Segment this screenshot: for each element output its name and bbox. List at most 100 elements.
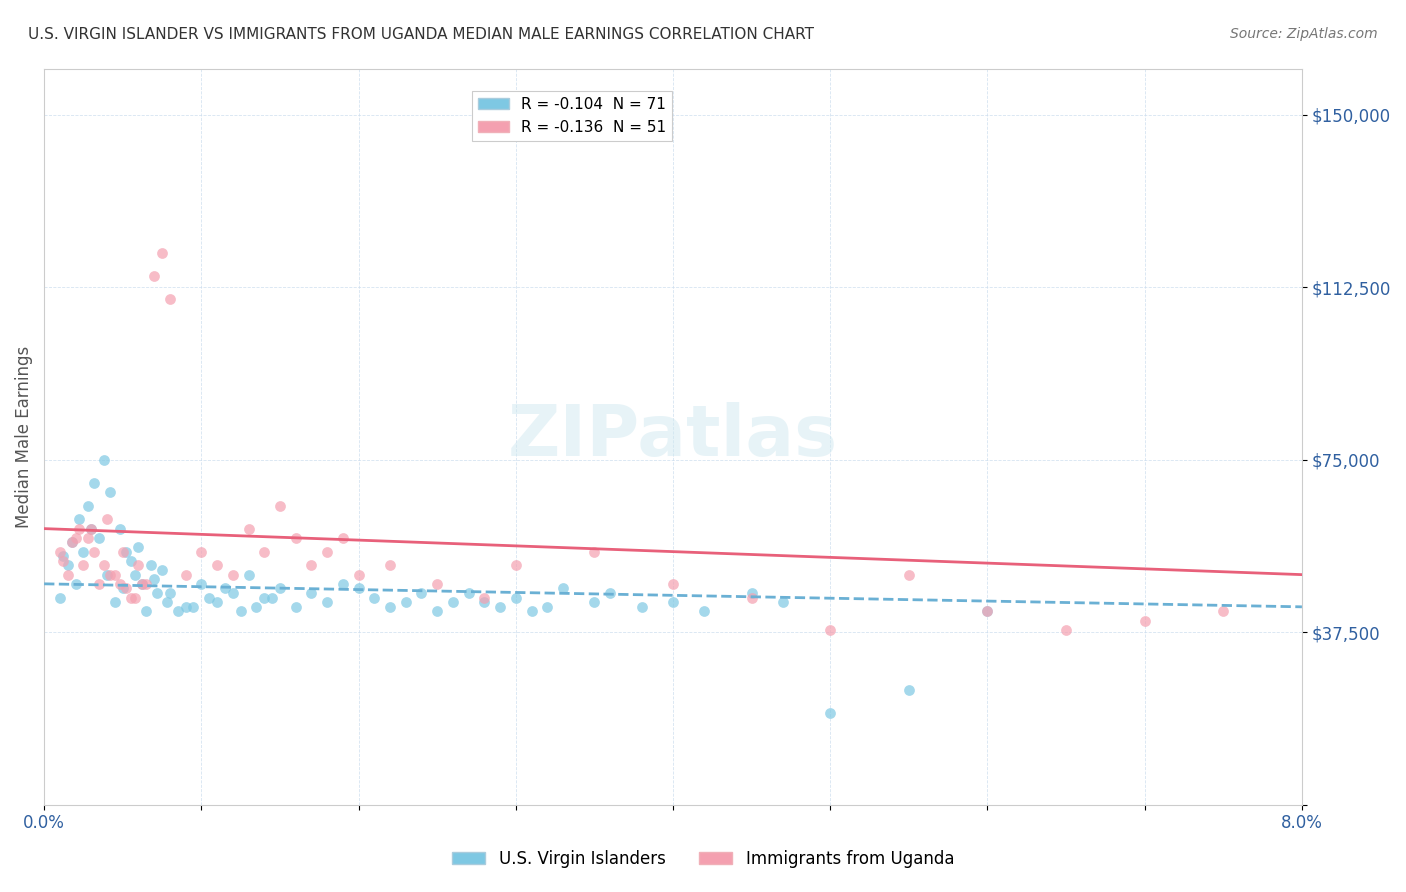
Point: [332, 531, 354, 545]
Point: [115, 544, 138, 558]
Point: [772, 595, 794, 609]
Point: [67, 512, 90, 526]
Point: [65, 531, 87, 545]
Point: [316, 595, 339, 609]
Point: [630, 599, 652, 614]
Point: [897, 682, 920, 697]
Text: Source: ZipAtlas.com: Source: ZipAtlas.com: [1230, 27, 1378, 41]
Point: [489, 599, 512, 614]
Point: [536, 599, 558, 614]
Point: [93, 558, 115, 573]
Point: [62, 535, 84, 549]
Point: [150, 245, 173, 260]
Point: [89, 577, 111, 591]
Point: [111, 582, 134, 596]
Point: [156, 595, 179, 609]
Point: [299, 558, 322, 573]
Point: [80, 522, 103, 536]
Point: [56, 558, 79, 573]
Point: [131, 577, 153, 591]
Point: [127, 540, 149, 554]
Point: [1133, 614, 1156, 628]
Legend: R = -0.104  N = 71, R = -0.136  N = 51: R = -0.104 N = 71, R = -0.136 N = 51: [472, 91, 672, 141]
Point: [89, 531, 111, 545]
Point: [190, 577, 212, 591]
Point: [124, 591, 146, 605]
Point: [818, 623, 841, 637]
Text: ZIPatlas: ZIPatlas: [508, 402, 838, 471]
Point: [583, 595, 606, 609]
Point: [299, 586, 322, 600]
Point: [693, 604, 716, 618]
Point: [72, 544, 94, 558]
Point: [52, 554, 75, 568]
Point: [1212, 604, 1234, 618]
Point: [253, 591, 276, 605]
Point: [284, 599, 307, 614]
Point: [120, 591, 142, 605]
Point: [124, 567, 146, 582]
Point: [159, 586, 181, 600]
Legend: U.S. Virgin Islanders, Immigrants from Uganda: U.S. Virgin Islanders, Immigrants from U…: [446, 844, 960, 875]
Point: [98, 484, 121, 499]
Point: [115, 582, 138, 596]
Point: [316, 544, 339, 558]
Point: [159, 292, 181, 306]
Point: [96, 567, 118, 582]
Point: [96, 512, 118, 526]
Text: U.S. VIRGIN ISLANDER VS IMMIGRANTS FROM UGANDA MEDIAN MALE EARNINGS CORRELATION : U.S. VIRGIN ISLANDER VS IMMIGRANTS FROM …: [28, 27, 814, 42]
Point: [222, 586, 245, 600]
Point: [131, 577, 153, 591]
Point: [111, 544, 134, 558]
Point: [411, 586, 433, 600]
Point: [108, 577, 131, 591]
Point: [143, 268, 166, 283]
Point: [49, 591, 72, 605]
Point: [104, 595, 127, 609]
Point: [472, 591, 495, 605]
Point: [426, 577, 449, 591]
Point: [146, 586, 169, 600]
Point: [67, 522, 90, 536]
Point: [65, 577, 87, 591]
Point: [599, 586, 621, 600]
Point: [245, 599, 267, 614]
Point: [174, 599, 197, 614]
Point: [56, 567, 79, 582]
Point: [1054, 623, 1077, 637]
Point: [108, 522, 131, 536]
Point: [583, 544, 606, 558]
Point: [347, 582, 370, 596]
Point: [441, 595, 464, 609]
Point: [378, 599, 401, 614]
Point: [139, 558, 162, 573]
Point: [62, 535, 84, 549]
Point: [77, 531, 100, 545]
Point: [93, 452, 115, 467]
Point: [347, 567, 370, 582]
Point: [457, 586, 479, 600]
Point: [83, 475, 105, 490]
Point: [205, 595, 228, 609]
Point: [143, 572, 166, 586]
Point: [104, 567, 127, 582]
Point: [269, 582, 291, 596]
Point: [98, 567, 121, 582]
Point: [77, 499, 100, 513]
Point: [395, 595, 418, 609]
Point: [49, 544, 72, 558]
Point: [897, 567, 920, 582]
Point: [238, 522, 260, 536]
Point: [135, 604, 157, 618]
Point: [976, 604, 998, 618]
Y-axis label: Median Male Earnings: Median Male Earnings: [15, 345, 32, 528]
Point: [253, 544, 276, 558]
Point: [238, 567, 260, 582]
Point: [222, 567, 245, 582]
Point: [205, 558, 228, 573]
Point: [229, 604, 252, 618]
Point: [818, 706, 841, 720]
Point: [363, 591, 385, 605]
Point: [662, 595, 685, 609]
Point: [426, 604, 449, 618]
